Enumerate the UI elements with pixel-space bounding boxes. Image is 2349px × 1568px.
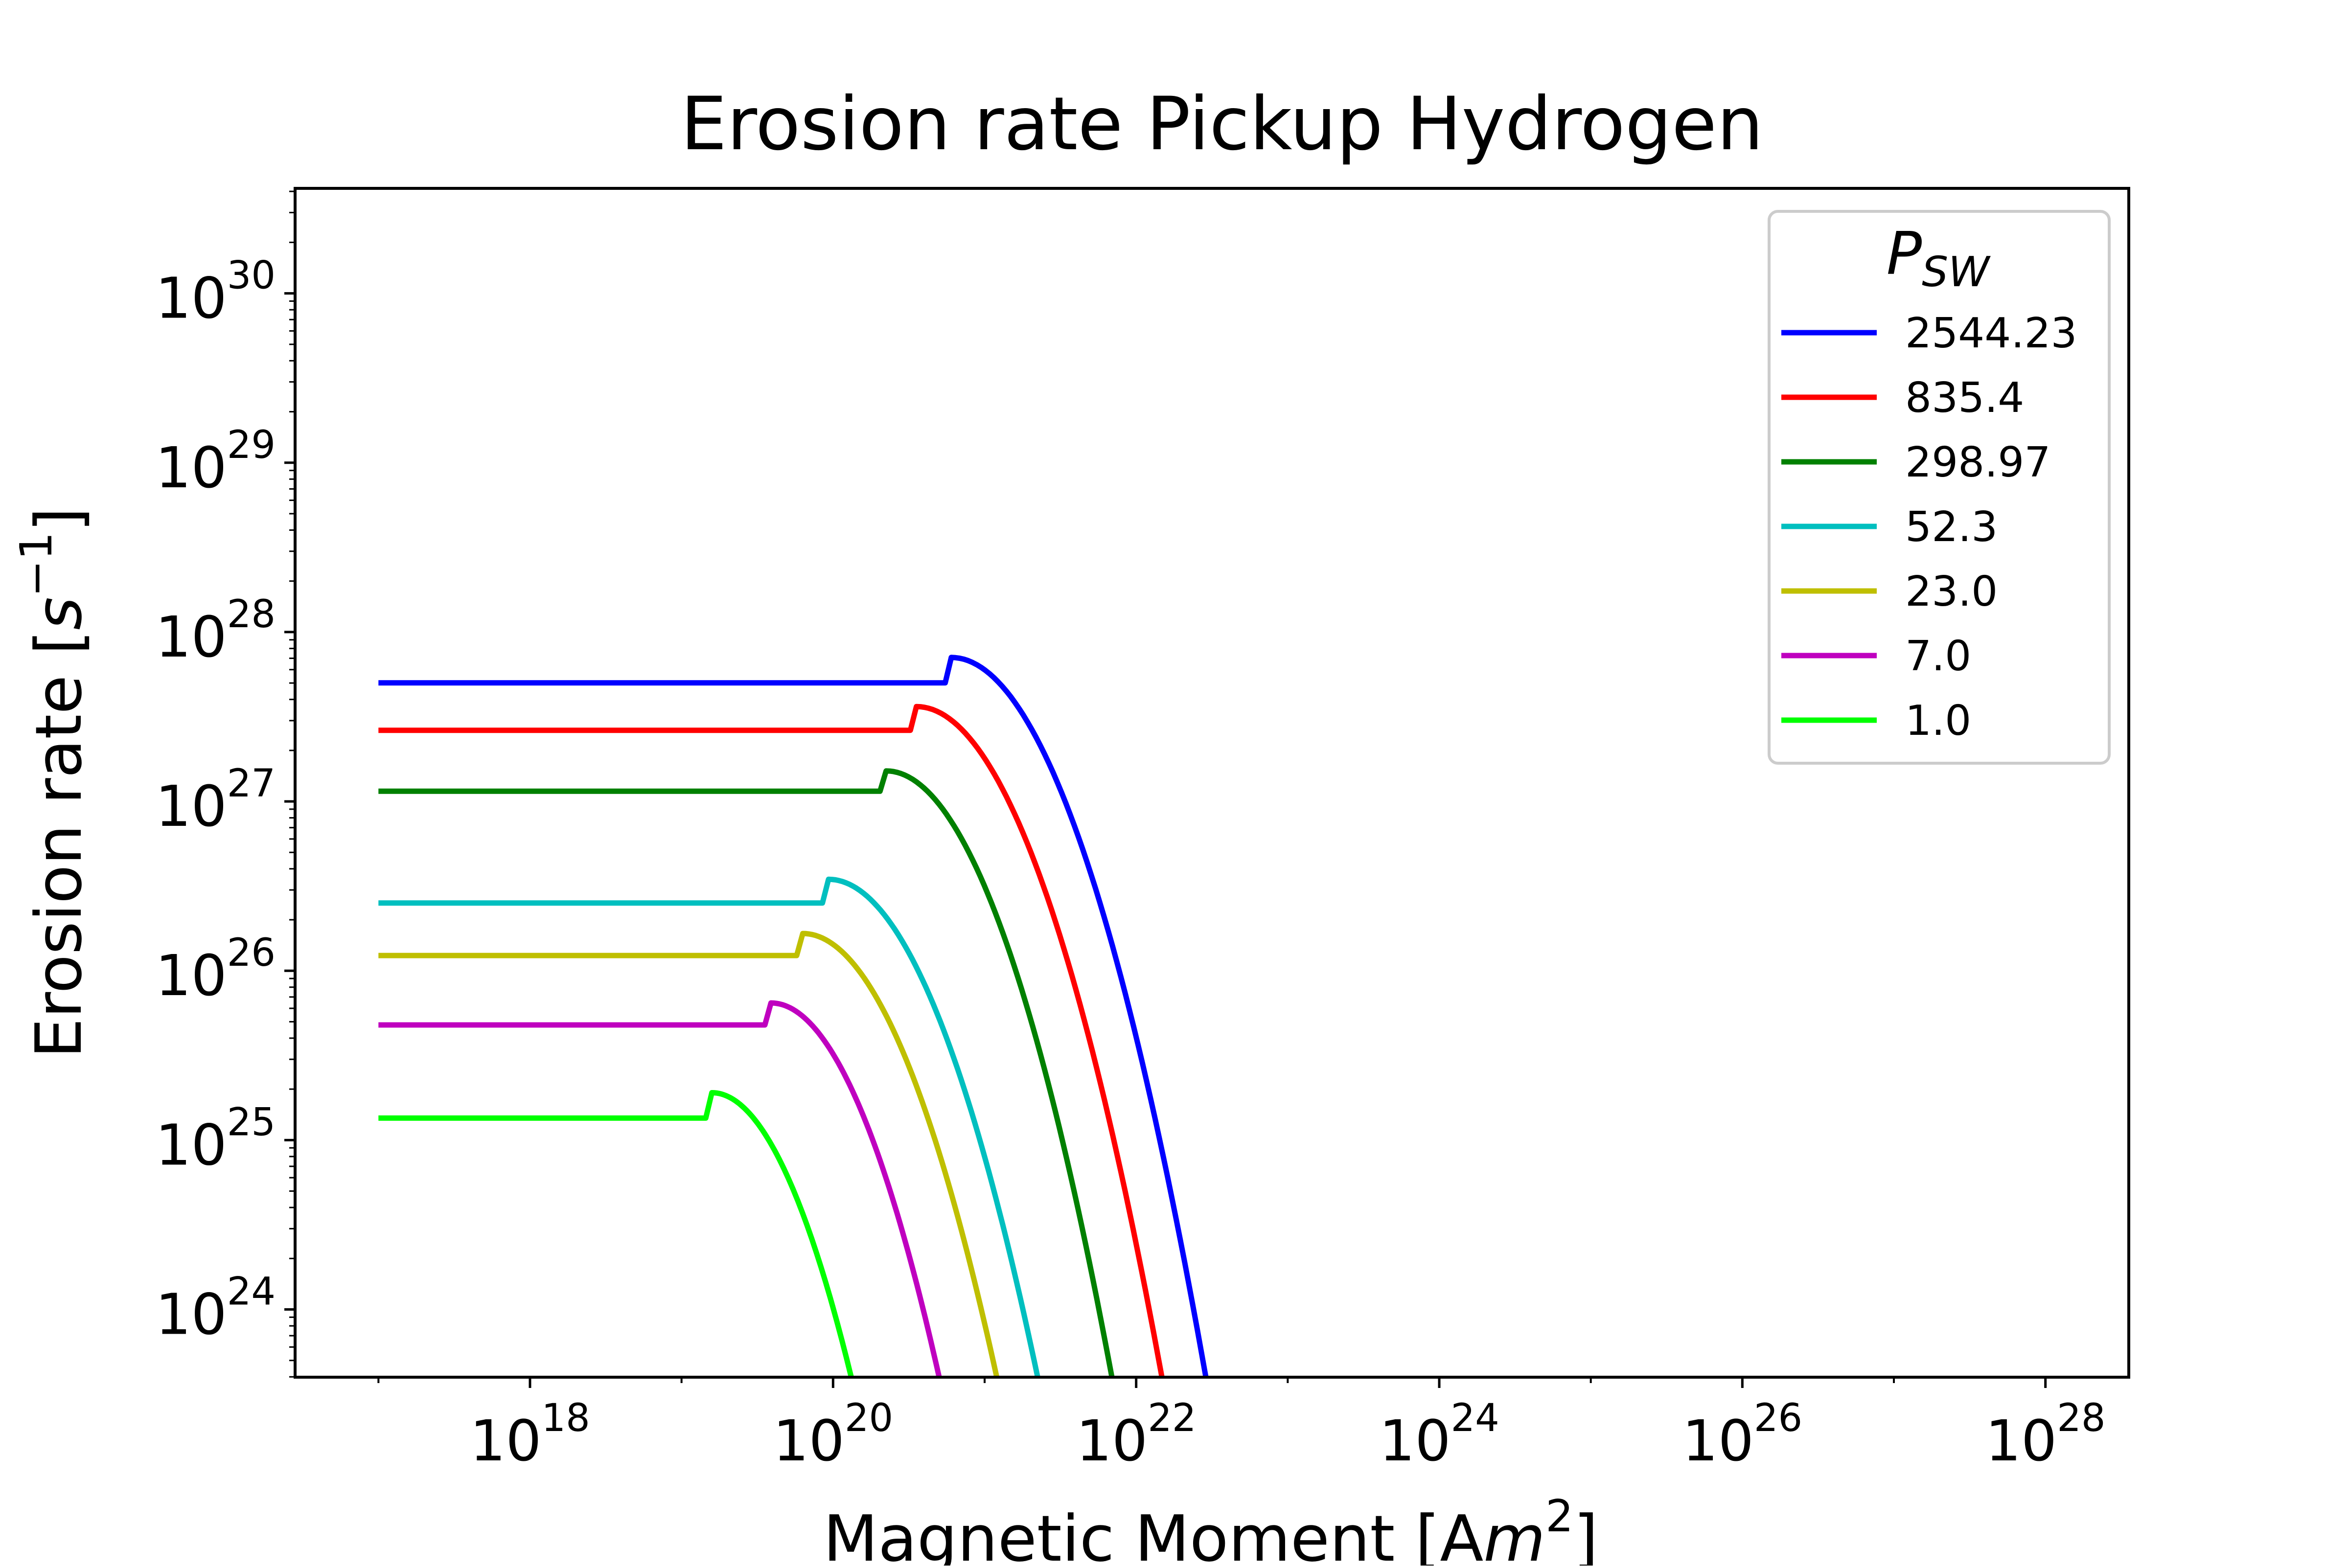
x-tick-exp: 18	[542, 1396, 590, 1440]
plot-frame	[294, 187, 2130, 1379]
legend-label: 23.0	[1905, 568, 1998, 616]
x-tick-label: 1020	[773, 1396, 894, 1474]
y-tick-exp: 27	[227, 762, 276, 806]
y-tick-exp: 24	[227, 1270, 276, 1314]
y-tick-label: 1026	[155, 931, 276, 1009]
x-axis-ticks: 1018 1020 1022 1024 1026 1028	[377, 1377, 2106, 1474]
y-tick-base: 10	[155, 435, 227, 501]
legend-label: 2544.23	[1905, 309, 2077, 358]
series-line-2	[378, 768, 1115, 1378]
plot-layer	[378, 655, 1209, 1378]
y-tick-label: 1028	[155, 592, 276, 670]
x-axis-label-sup: 2	[1545, 1491, 1573, 1542]
x-axis-label: Magnetic Moment [Am2]	[823, 1491, 1598, 1566]
x-axis-label-text: Magnetic Moment [A	[823, 1501, 1483, 1566]
y-tick-exp: 26	[227, 931, 276, 975]
x-tick-label: 1022	[1076, 1396, 1197, 1474]
y-tick-label: 1024	[155, 1270, 276, 1348]
y-axis-label-sup: −1	[11, 532, 62, 597]
y-tick-base: 10	[155, 943, 227, 1009]
legend-title-sub: SW	[1922, 248, 1991, 296]
legend-label: 52.3	[1905, 503, 1998, 551]
legend-items: 2544.23 835.4 298.97 52.3 23.0 7.0 1.0	[1781, 309, 2077, 745]
series-line-0	[378, 655, 1209, 1378]
x-tick-base: 10	[470, 1409, 541, 1474]
y-tick-label: 1029	[155, 423, 276, 501]
legend-box	[1768, 210, 2111, 765]
y-tick-label: 1027	[155, 762, 276, 840]
legend-label: 7.0	[1905, 632, 1971, 681]
y-axis-label: Erosion rate [s−1]	[11, 507, 96, 1059]
legend-label: 1.0	[1905, 697, 1971, 745]
legend-title: PSW	[1887, 220, 1991, 296]
x-tick-exp: 26	[1754, 1396, 1802, 1440]
y-tick-exp: 28	[227, 592, 276, 636]
x-tick-exp: 22	[1148, 1396, 1196, 1440]
legend-title-main: P	[1887, 220, 1922, 288]
series-line-4	[378, 931, 1000, 1378]
x-axis-label-close: ]	[1573, 1501, 1598, 1566]
x-tick-base: 10	[1379, 1409, 1451, 1474]
series-line-1	[378, 704, 1165, 1378]
legend-label: 298.97	[1905, 438, 2050, 487]
y-tick-base: 10	[155, 266, 227, 332]
x-tick-base: 10	[1076, 1409, 1148, 1474]
x-tick-exp: 28	[2057, 1396, 2105, 1440]
x-tick-label: 1028	[1985, 1396, 2106, 1474]
x-tick-base: 10	[1682, 1409, 1754, 1474]
y-tick-label: 1030	[155, 254, 276, 332]
y-tick-base: 10	[155, 774, 227, 840]
y-axis-label-close: ]	[22, 507, 96, 532]
x-tick-exp: 20	[845, 1396, 893, 1440]
y-tick-exp: 25	[227, 1100, 276, 1144]
y-tick-base: 10	[155, 1282, 227, 1348]
series-line-3	[378, 876, 1040, 1378]
legend: PSW 2544.23 835.4 298.97 52.3 23.0 7.0 1.0	[1768, 210, 2111, 765]
chart-title: Erosion rate Pickup Hydrogen	[681, 82, 1764, 167]
x-tick-base: 10	[1985, 1409, 2057, 1474]
y-axis-label-var: s	[22, 597, 96, 630]
y-axis-label-text: Erosion rate [	[22, 630, 96, 1058]
series-line-6	[378, 1090, 854, 1378]
x-tick-exp: 24	[1451, 1396, 1499, 1440]
x-tick-label: 1018	[470, 1396, 590, 1474]
series-line-5	[378, 1000, 942, 1378]
x-tick-label: 1024	[1379, 1396, 1499, 1474]
x-tick-base: 10	[773, 1409, 845, 1474]
legend-label: 835.4	[1905, 374, 2024, 422]
x-axis-label-var: m	[1483, 1501, 1545, 1566]
y-tick-label: 1025	[155, 1100, 276, 1178]
y-tick-base: 10	[155, 605, 227, 670]
y-tick-exp: 29	[227, 423, 276, 467]
y-tick-exp: 30	[227, 254, 276, 298]
x-tick-label: 1026	[1682, 1396, 1803, 1474]
y-tick-base: 10	[155, 1113, 227, 1178]
